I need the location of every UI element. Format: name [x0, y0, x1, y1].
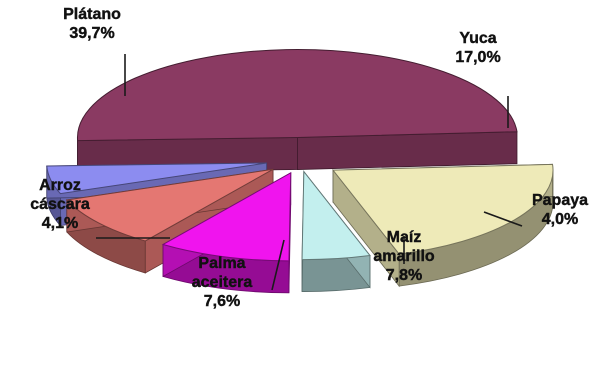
pie-slice [65, 168, 274, 242]
slice-label: Yuca 17,0% [455, 30, 500, 66]
slice-label: Arroz cáscara 4,1% [30, 177, 90, 232]
pie-slice [301, 170, 371, 261]
pie-slice [77, 49, 518, 142]
slice-tops [46, 49, 554, 262]
slice-category-label: Palma [198, 255, 245, 272]
slice-category-label: Yuca [459, 30, 496, 47]
slice-category-label: Maíz [387, 229, 422, 246]
slice-value-label: 4,1% [42, 215, 78, 232]
slice-label: Maíz amarillo 7,8% [373, 229, 435, 284]
leader-line [483, 211, 523, 227]
slice-category-label: Plátano [63, 6, 121, 23]
slice-value-label: 7,8% [386, 267, 422, 284]
pie-slice [46, 162, 267, 195]
slice-category-label: Papaya [532, 192, 588, 209]
pie-slice [332, 163, 554, 255]
slice-label: Plátano 39,7% [63, 6, 121, 42]
leader-lines [96, 54, 523, 291]
slice-cut-face [297, 131, 518, 170]
slice-value-label: 7,6% [204, 293, 240, 310]
slice-labels: Plátano 39,7% Yuca 17,0% Papaya 4,0% Maíz amari… [30, 6, 588, 310]
slice-label: Palma aceitera 7,6% [192, 255, 253, 310]
slice-value-label: 4,0% [542, 211, 578, 228]
slice-value-label: 39,7% [69, 25, 114, 42]
leader-line [271, 239, 285, 291]
slice-value-label: 17,0% [455, 49, 500, 66]
pie-slice [161, 171, 292, 262]
slice-category-label: cáscara [30, 196, 90, 213]
slice-category-label: amarillo [373, 248, 435, 265]
slice-category-label: Arroz [39, 177, 81, 194]
slice-label: Papaya 4,0% [532, 192, 588, 228]
slice-category-label: aceitera [192, 274, 253, 291]
